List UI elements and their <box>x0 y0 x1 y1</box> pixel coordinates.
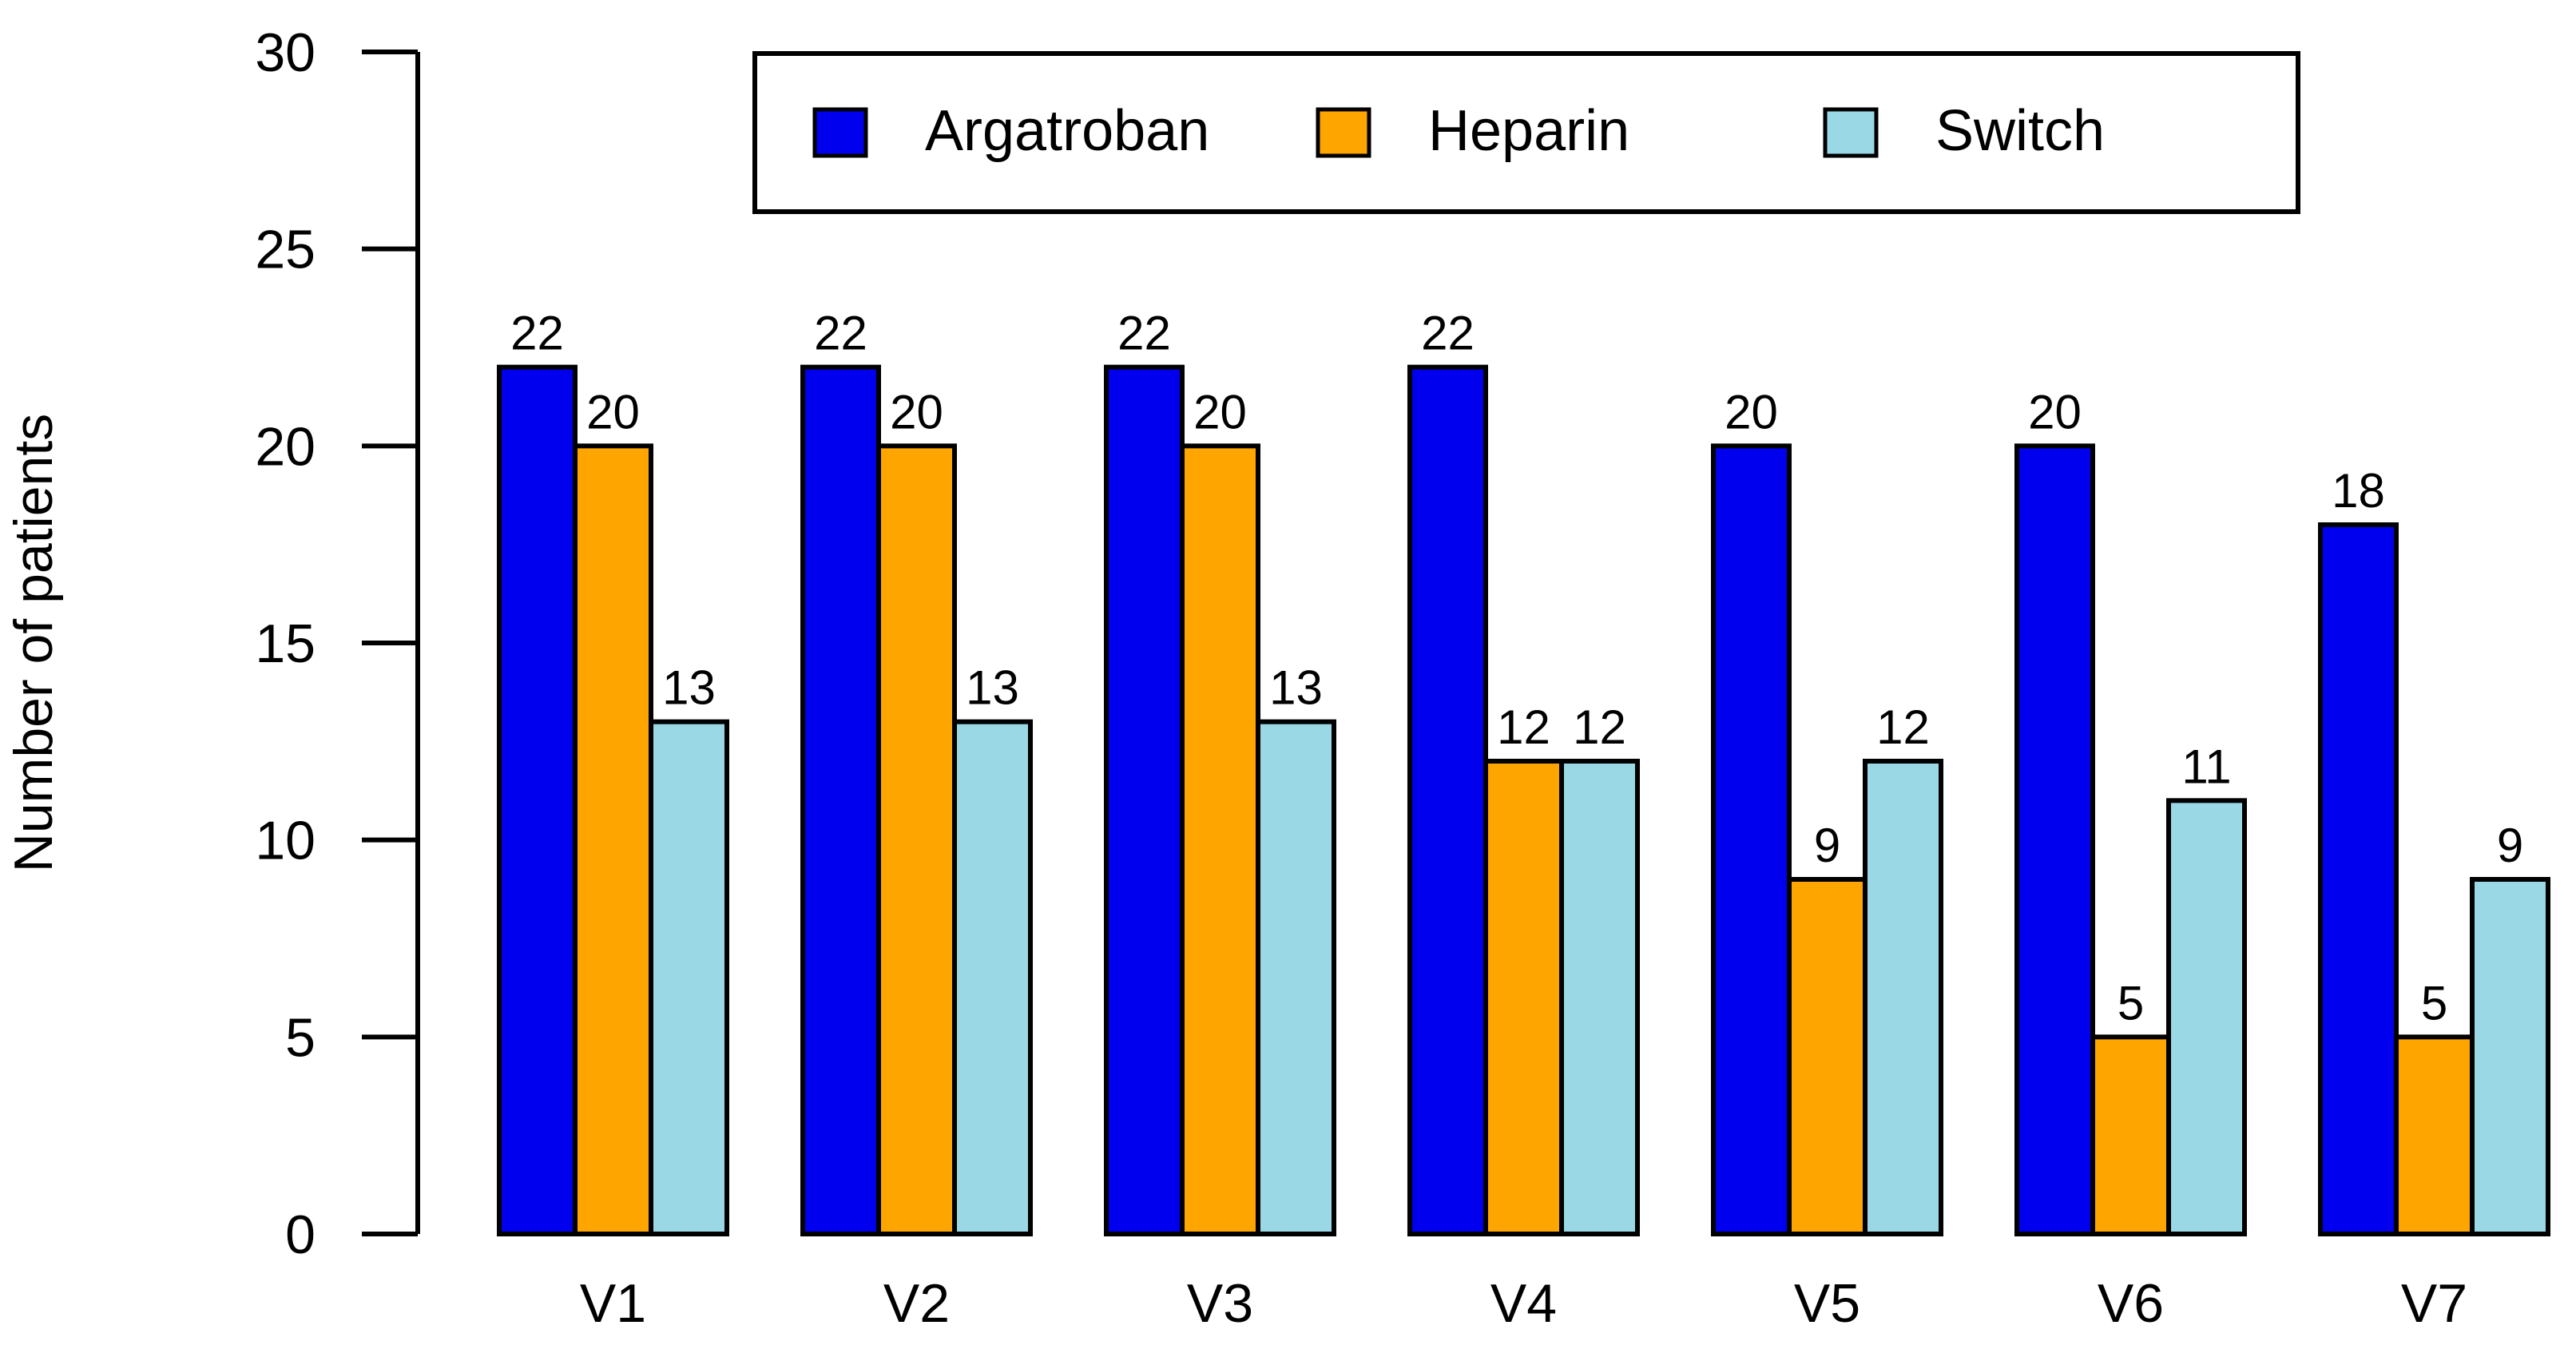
bar-switch-v1 <box>649 719 729 1236</box>
bar-heparin-v3 <box>1180 443 1260 1236</box>
bar-switch-v5 <box>1863 759 1943 1236</box>
bar-argatroban-v6 <box>2014 443 2095 1236</box>
data-label: 13 <box>662 661 716 715</box>
y-axis: 0 5 10 15 20 25 30 <box>255 22 420 1265</box>
data-label: 22 <box>510 307 564 360</box>
bars: 22 22 22 22 20 20 18 20 20 20 12 9 5 5 13 13 13 12 12 11 9 <box>497 307 2550 1237</box>
y-tick-label: 0 <box>285 1204 316 1265</box>
y-tick-label: 20 <box>255 416 316 477</box>
bar-argatroban-v1 <box>497 364 578 1237</box>
bar-switch-v7 <box>2470 877 2550 1236</box>
legend-swatch-heparin <box>1316 107 1371 158</box>
legend-swatch-switch <box>1823 107 1879 158</box>
data-label: 5 <box>2421 976 2447 1030</box>
x-tick-label: V6 <box>2098 1273 2164 1334</box>
legend-label-heparin: Heparin <box>1428 99 1629 163</box>
y-axis-label: Number of patients <box>3 414 64 873</box>
bar-heparin-v2 <box>876 443 957 1236</box>
data-label: 20 <box>890 385 943 438</box>
data-label: 11 <box>2181 740 2231 793</box>
bar-heparin-v5 <box>1787 877 1868 1236</box>
bar-argatroban-v3 <box>1104 364 1185 1237</box>
y-tick-label: 30 <box>255 22 316 83</box>
x-tick-label: V5 <box>1794 1273 1860 1334</box>
bar-switch-v4 <box>1559 759 1640 1236</box>
data-label: 13 <box>1269 661 1323 715</box>
data-label: 12 <box>1497 700 1550 754</box>
data-label: 20 <box>586 385 640 438</box>
data-label: 12 <box>1573 700 1626 754</box>
data-label: 22 <box>814 307 867 360</box>
x-tick-label: V7 <box>2401 1273 2467 1334</box>
bar-argatroban-v4 <box>1407 364 1488 1237</box>
data-label: 22 <box>1117 307 1171 360</box>
y-tick-label: 25 <box>255 220 316 280</box>
x-tick-label: V4 <box>1490 1273 1557 1334</box>
bar-heparin-v1 <box>573 443 653 1236</box>
x-tick-label: V3 <box>1187 1273 1253 1334</box>
legend-label-switch: Switch <box>1935 99 2105 163</box>
data-label: 20 <box>1725 385 1778 438</box>
data-label: 9 <box>2497 819 2523 872</box>
y-tick-label: 5 <box>285 1007 316 1068</box>
data-label: 12 <box>1876 700 1930 754</box>
bar-switch-v2 <box>952 719 1033 1236</box>
bar-switch-v6 <box>2166 798 2247 1236</box>
legend-label-argatroban: Argatroban <box>925 99 1209 163</box>
y-tick-label: 10 <box>255 811 316 871</box>
bar-argatroban-v5 <box>1711 443 1792 1236</box>
bar-switch-v3 <box>1256 719 1336 1236</box>
x-tick-label: V2 <box>883 1273 950 1334</box>
bar-argatroban-v7 <box>2318 522 2399 1236</box>
x-axis: V1 V2 V3 V4 V5 V6 V7 <box>580 1273 2467 1334</box>
legend: Argatroban Heparin Switch <box>752 51 2300 214</box>
bar-heparin-v7 <box>2394 1034 2475 1237</box>
bar-argatroban-v2 <box>800 364 881 1237</box>
legend-swatch-argatroban <box>812 107 868 158</box>
bar-heparin-v6 <box>2090 1034 2171 1237</box>
data-label: 20 <box>1193 385 1247 438</box>
bar-heparin-v4 <box>1483 759 1564 1236</box>
data-label: 9 <box>1814 819 1840 872</box>
x-tick-label: V1 <box>580 1273 646 1334</box>
legend-box <box>752 51 2300 214</box>
data-label: 13 <box>966 661 1019 715</box>
data-label: 18 <box>2332 464 2385 518</box>
data-label: 20 <box>2028 385 2082 438</box>
y-tick-label: 15 <box>255 613 316 674</box>
data-label: 5 <box>2118 976 2144 1030</box>
data-label: 22 <box>1421 307 1475 360</box>
